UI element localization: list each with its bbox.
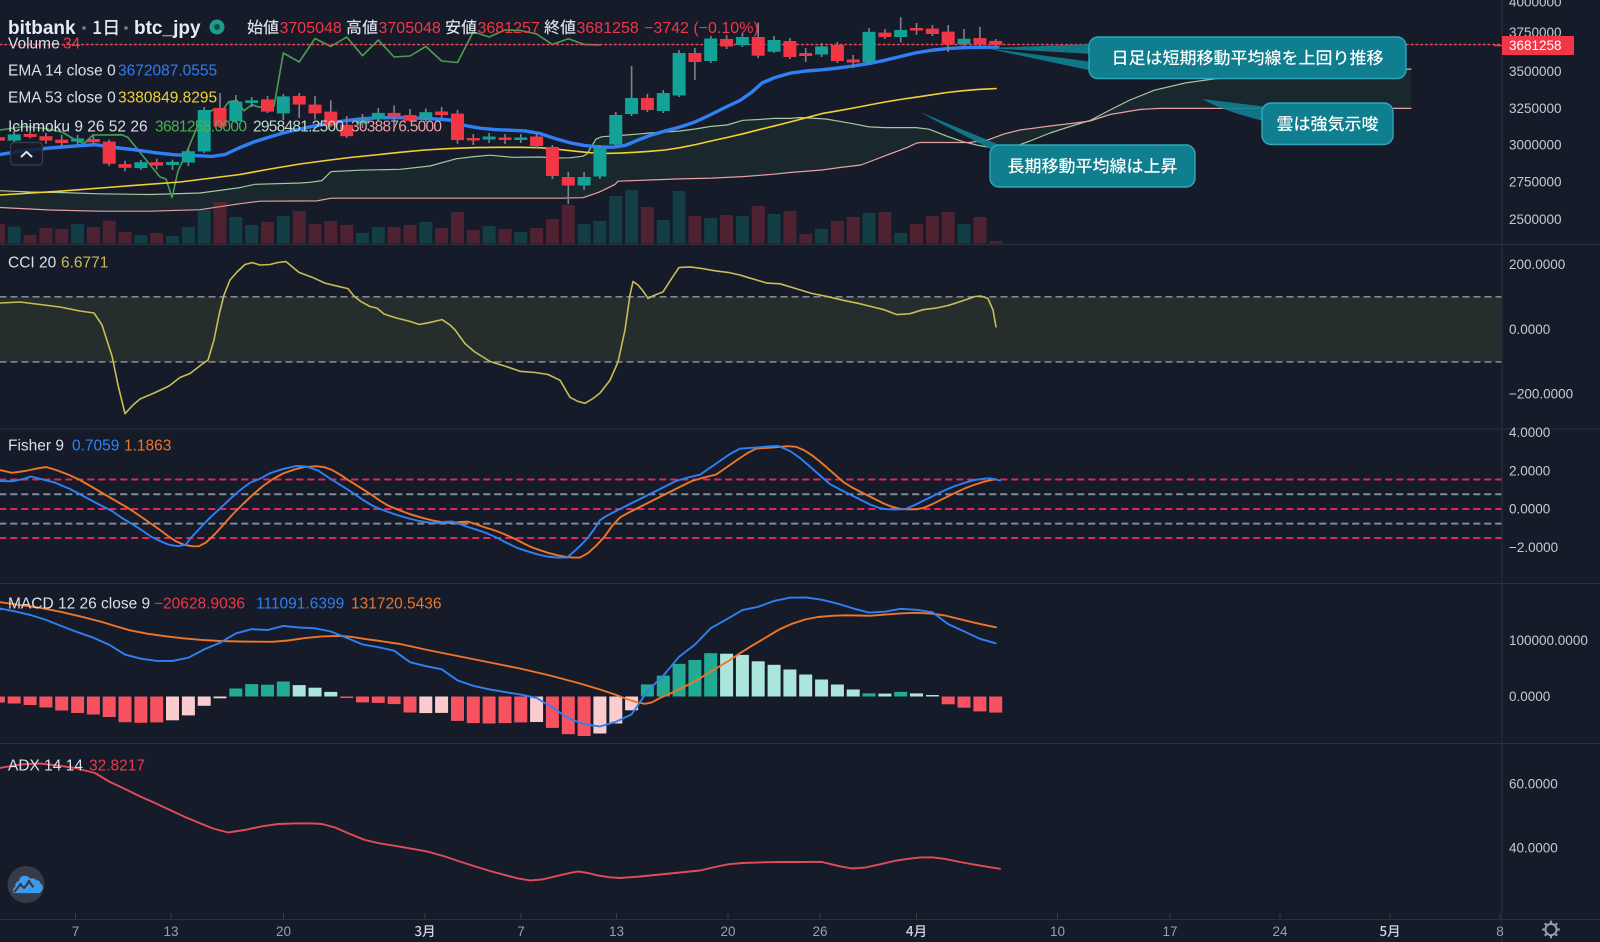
svg-text:2750000: 2750000: [1509, 175, 1562, 190]
svg-text:13: 13: [609, 924, 624, 939]
svg-text:EMA 14 close 0: EMA 14 close 0: [8, 63, 116, 80]
svg-text:100000.0000: 100000.0000: [1509, 633, 1588, 648]
svg-text:−20628.9036: −20628.9036: [154, 596, 245, 613]
svg-text:20: 20: [720, 924, 735, 939]
svg-text:17: 17: [1162, 924, 1177, 939]
svg-text:60.0000: 60.0000: [1509, 777, 1558, 792]
svg-text:7: 7: [517, 924, 525, 939]
svg-text:3681258: 3681258: [1509, 38, 1562, 53]
svg-text:4.0000: 4.0000: [1509, 425, 1550, 440]
svg-text:ADX 14 14: ADX 14 14: [8, 758, 83, 775]
svg-text:4000000: 4000000: [1509, 0, 1562, 10]
svg-text:8: 8: [1496, 924, 1504, 939]
svg-text:Ichimoku 9 26 52 26: Ichimoku 9 26 52 26: [8, 119, 148, 136]
svg-text:0.7059: 0.7059: [72, 438, 119, 455]
svg-text:32.8217: 32.8217: [89, 758, 145, 775]
svg-text:bitbank: bitbank: [8, 18, 76, 39]
svg-text:EMA 53 close 0: EMA 53 close 0: [8, 90, 116, 107]
svg-text:3000000: 3000000: [1509, 138, 1562, 153]
svg-text:20: 20: [276, 924, 291, 939]
svg-text:131720.5436: 131720.5436: [351, 596, 442, 613]
svg-text:Fisher 9: Fisher 9: [8, 438, 64, 455]
svg-text:2500000: 2500000: [1509, 212, 1562, 227]
svg-text:−3742 (−0.10%): −3742 (−0.10%): [644, 20, 759, 37]
svg-text:26: 26: [812, 924, 827, 939]
svg-text:3500000: 3500000: [1509, 64, 1562, 79]
svg-text:2.0000: 2.0000: [1509, 463, 1550, 478]
svg-text:3380849.8295: 3380849.8295: [118, 90, 217, 107]
svg-text:6.6771: 6.6771: [61, 255, 108, 272]
svg-text:3705048: 3705048: [280, 20, 342, 37]
svg-text:111091.6399: 111091.6399: [256, 596, 344, 613]
svg-text:40.0000: 40.0000: [1509, 841, 1558, 856]
svg-text:−2.0000: −2.0000: [1509, 540, 1558, 555]
svg-text:0.0000: 0.0000: [1509, 502, 1550, 517]
svg-text:3681258.0000: 3681258.0000: [155, 119, 247, 136]
svg-text:34: 34: [63, 36, 81, 53]
svg-text:0.0000: 0.0000: [1509, 689, 1550, 704]
svg-text:3681258: 3681258: [577, 20, 639, 37]
svg-text:24: 24: [1272, 924, 1288, 939]
svg-text:3672087.0555: 3672087.0555: [118, 63, 217, 80]
svg-text:2958481.2500: 2958481.2500: [253, 119, 344, 136]
svg-text:7: 7: [72, 924, 80, 939]
svg-text:3705048: 3705048: [379, 20, 441, 37]
svg-text:3038876.5000: 3038876.5000: [351, 119, 442, 136]
svg-text:−200.0000: −200.0000: [1509, 387, 1573, 402]
svg-text:1.1863: 1.1863: [124, 438, 171, 455]
svg-text:btc_jpy: btc_jpy: [134, 18, 201, 39]
svg-text:10: 10: [1050, 924, 1065, 939]
svg-text:Volume: Volume: [8, 36, 60, 53]
svg-text:0.0000: 0.0000: [1509, 322, 1550, 337]
svg-text:13: 13: [163, 924, 178, 939]
svg-text:200.0000: 200.0000: [1509, 257, 1565, 272]
svg-text:3250000: 3250000: [1509, 101, 1562, 116]
svg-text:CCI 20: CCI 20: [8, 255, 57, 272]
svg-text:3681257: 3681257: [478, 20, 540, 37]
svg-text:MACD 12 26 close 9: MACD 12 26 close 9: [8, 596, 150, 613]
